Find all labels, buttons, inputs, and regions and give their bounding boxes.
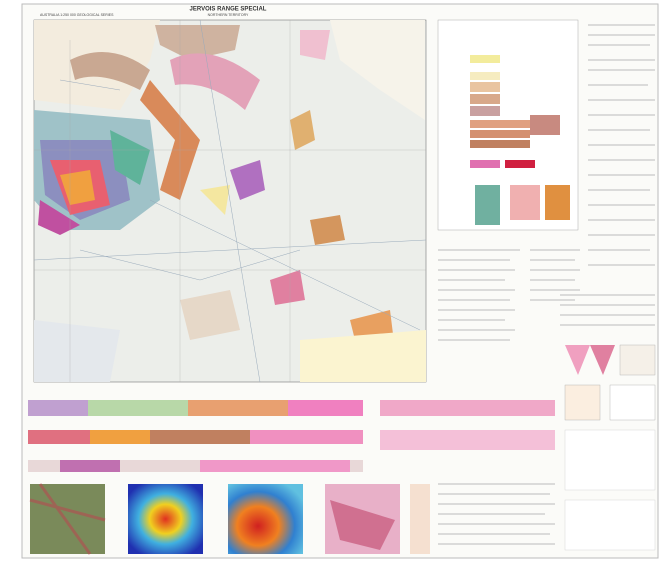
map-title: JERVOIS RANGE SPECIAL [190, 7, 267, 13]
geophysical-images [29, 483, 555, 555]
inset-diagrams [564, 344, 656, 551]
series-label: AUSTRALIA 1:250 000 GEOLOGICAL SERIES [40, 13, 114, 17]
geology-map [33, 19, 427, 383]
stratigraphic-column [437, 19, 579, 231]
cross-sections [28, 400, 555, 472]
explanatory-notes [438, 24, 655, 341]
territory-label: NORTHERN TERRITORY [208, 13, 249, 17]
